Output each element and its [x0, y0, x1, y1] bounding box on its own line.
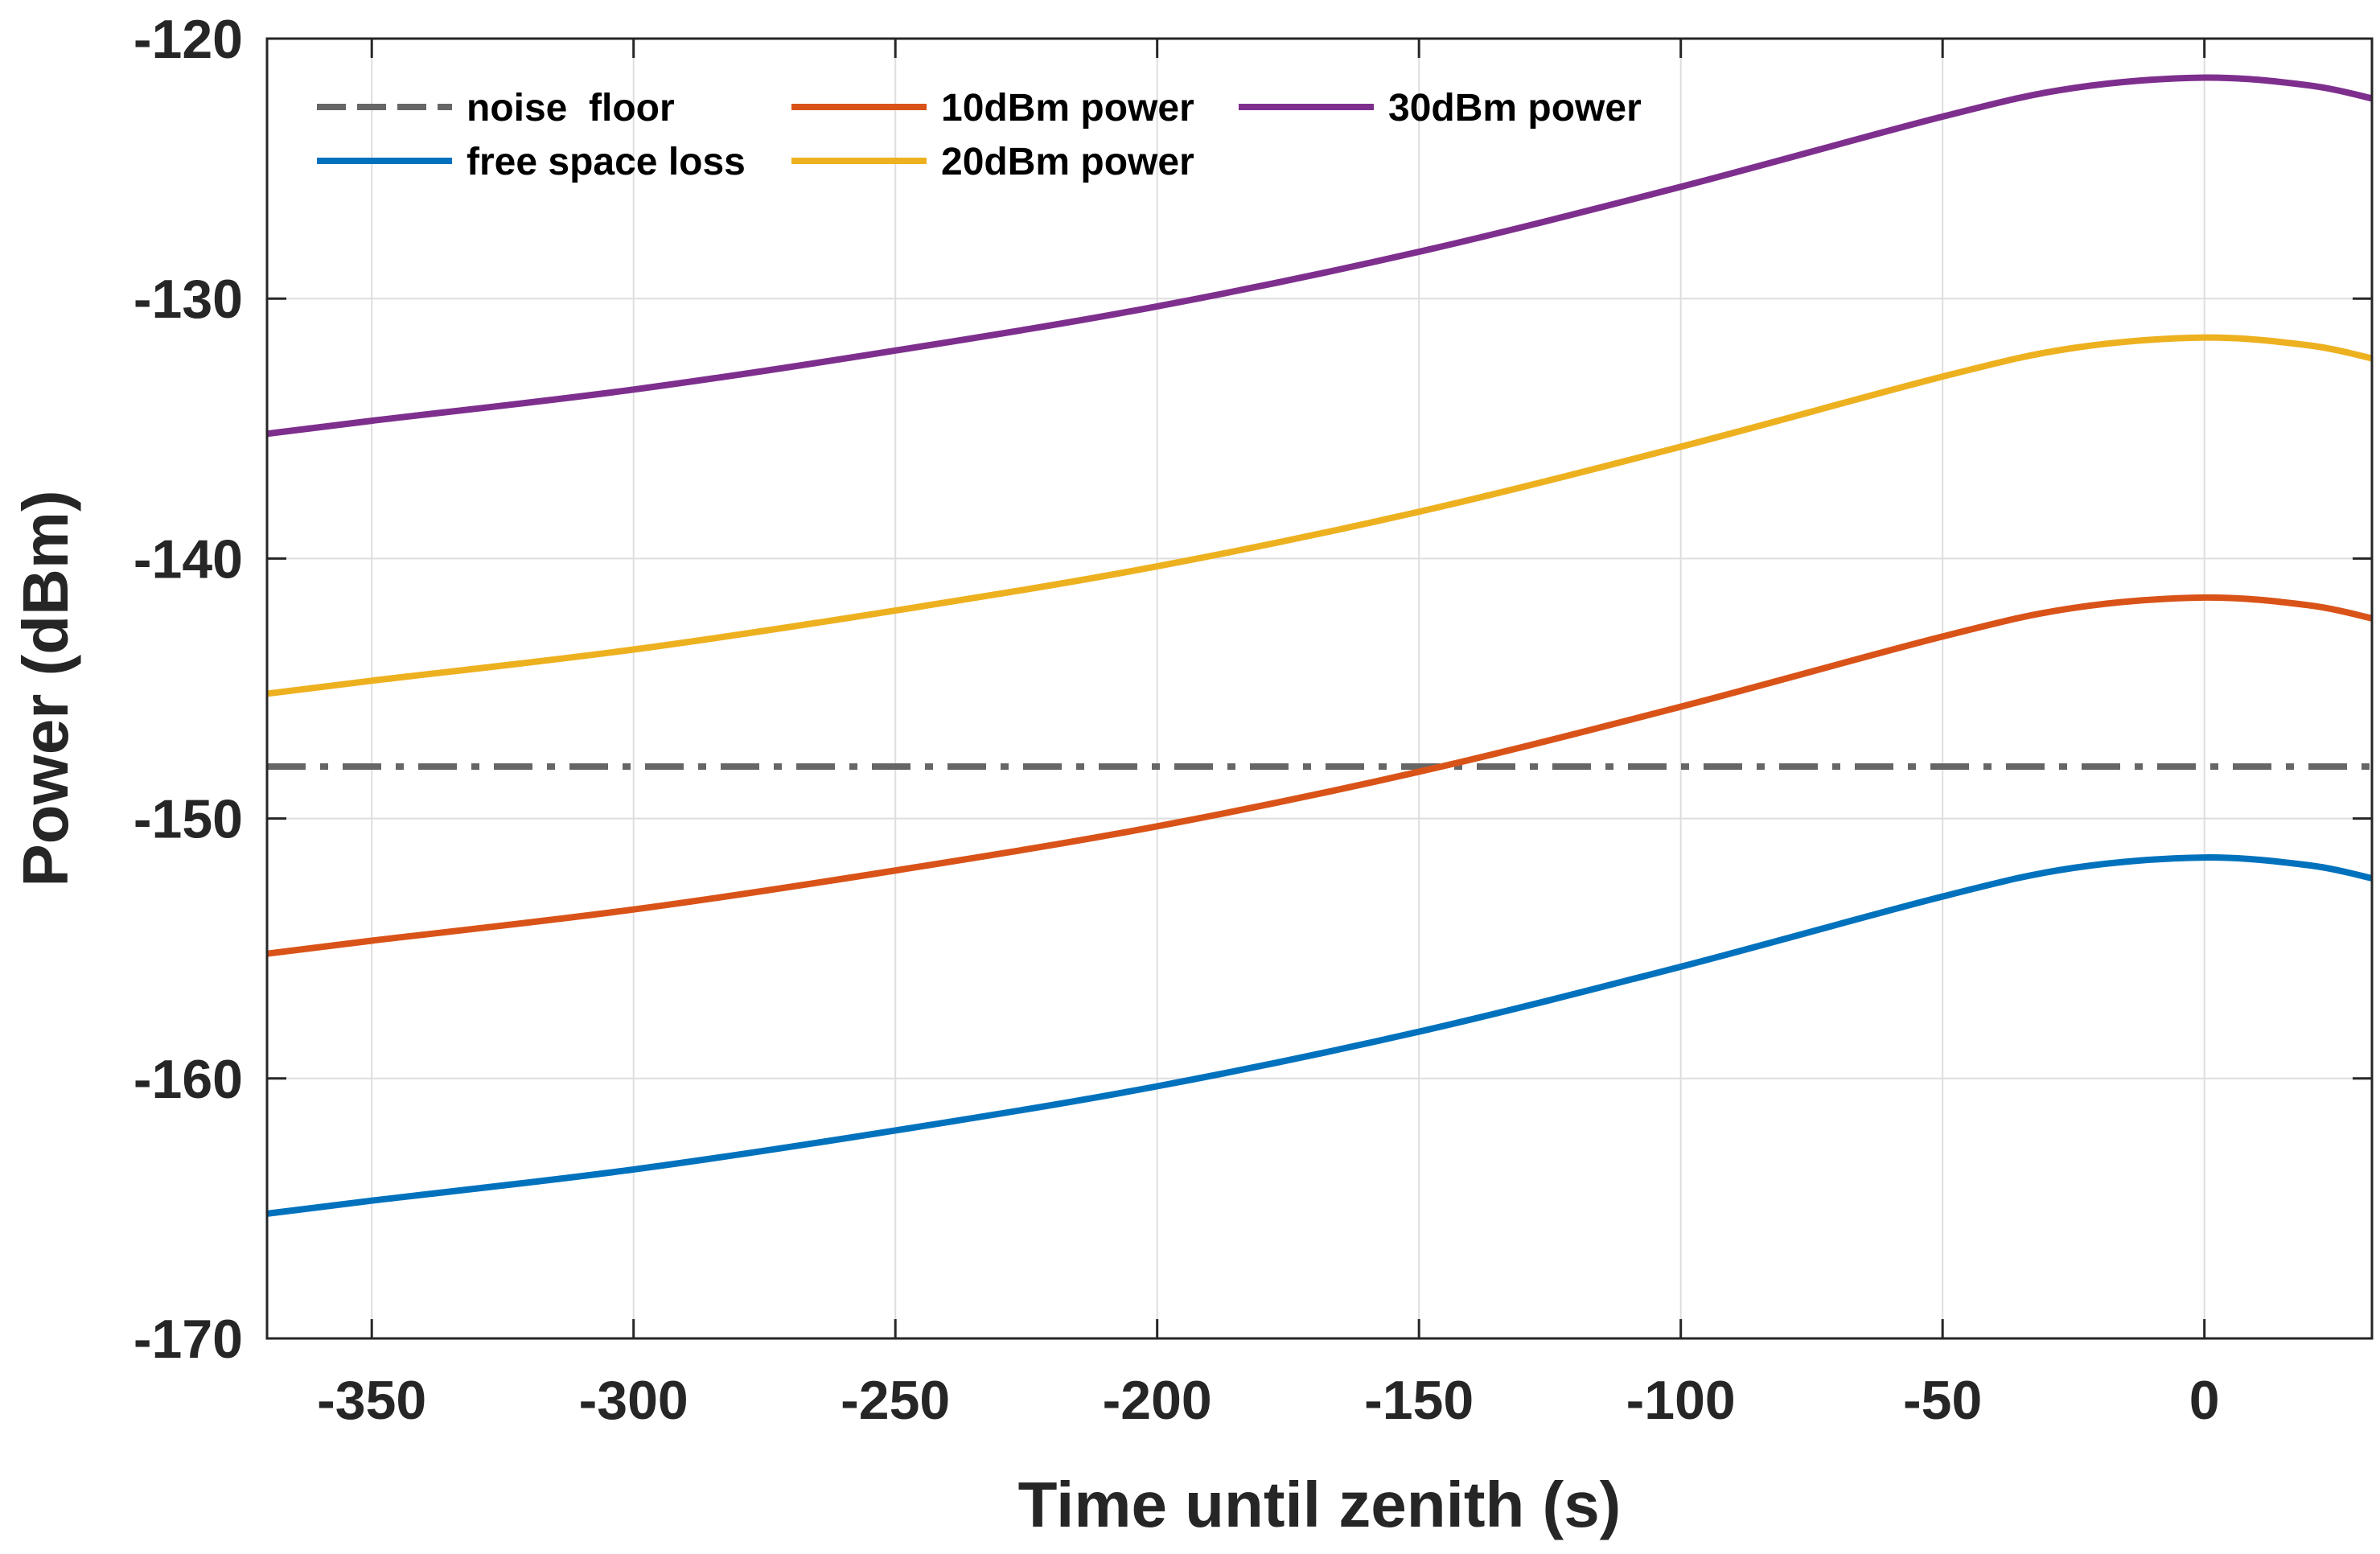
y-tick-label: -120: [134, 9, 243, 70]
y-tick-label: -150: [134, 789, 243, 850]
y-tick-label: -160: [134, 1049, 243, 1110]
y-tick-label: -170: [134, 1309, 243, 1370]
legend-label: 10dBm power: [941, 87, 1194, 130]
legend-item-free-space-loss: free space loss: [317, 141, 746, 183]
y-tick-label: -140: [134, 528, 243, 590]
x-tick-label: 0: [2189, 1370, 2220, 1431]
series-lines: [266, 74, 2373, 1217]
x-axis-title: Time until zenith (s): [1018, 1469, 1622, 1540]
legend-label: noise floor: [467, 87, 675, 130]
x-tick-label: -300: [579, 1370, 689, 1431]
legend-item-30dbm-power: 30dBm power: [1239, 87, 1642, 130]
series-line-10dbm-power: [266, 594, 2373, 957]
x-tick-label: -200: [1103, 1370, 1212, 1431]
y-axis-title: Power (dBm): [10, 490, 81, 886]
legend-label: free space loss: [467, 141, 746, 183]
legend-item-20dbm-power: 20dBm power: [791, 141, 1194, 183]
x-tick-label: -50: [1903, 1370, 1982, 1431]
x-axis-ticks: -350 -300 -250 -200 -150 -100 -50 0: [317, 39, 2220, 1431]
x-tick-label: -100: [1626, 1370, 1736, 1431]
legend-label: 30dBm power: [1388, 87, 1642, 130]
plot-area-frame: [265, 37, 2374, 1340]
x-tick-label: -250: [841, 1370, 950, 1431]
legend-item-noise-floor: noise floor: [317, 87, 675, 130]
legend-label: 20dBm power: [941, 141, 1194, 183]
y-axis-ticks: -170 -160 -150 -140 -130 -120: [134, 9, 2372, 1370]
x-tick-label: -350: [317, 1370, 426, 1431]
series-line-20dbm-power: [266, 334, 2373, 697]
grid: [267, 38, 2372, 1339]
x-tick-label: -150: [1364, 1370, 1474, 1431]
legend: noise floor free space loss 10dBm power 20d…: [317, 87, 1642, 183]
series-line-30dbm-power: [266, 74, 2373, 438]
y-tick-label: -130: [134, 269, 243, 330]
legend-item-10dbm-power: 10dBm power: [791, 87, 1194, 130]
series-line-free-space-loss: [266, 854, 2373, 1217]
